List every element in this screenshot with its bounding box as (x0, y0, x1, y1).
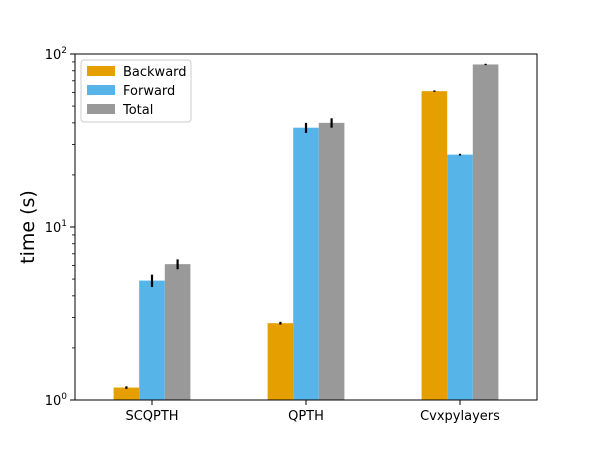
y-axis: 100 101 102 (45, 46, 75, 409)
y-tick-label: 101 (45, 219, 67, 236)
x-tick-label: SCQPTH (125, 409, 178, 424)
bar (267, 323, 294, 400)
x-tick-label: QPTH (288, 409, 324, 424)
bar (113, 387, 140, 400)
x-axis: SCQPTH QPTH Cvxpylayers (125, 400, 500, 424)
legend-swatch (87, 104, 115, 114)
bar (447, 154, 473, 400)
x-tick-label: Cvxpylayers (420, 409, 500, 424)
bar (139, 280, 165, 400)
plot-area (74, 53, 538, 401)
y-axis-label: time (s) (17, 190, 39, 264)
y-tick-label: 102 (45, 46, 67, 63)
legend-label: Backward (123, 65, 187, 80)
bar (293, 127, 319, 400)
legend-label: Total (122, 103, 153, 118)
bar (421, 91, 448, 400)
bar (472, 64, 499, 401)
legend-label: Forward (123, 84, 175, 99)
legend: Backward Forward Total (80, 59, 192, 123)
legend-swatch (87, 66, 115, 76)
y-tick-label: 100 (45, 392, 68, 409)
bar (318, 122, 345, 400)
bar (164, 264, 191, 400)
legend-swatch (87, 85, 115, 95)
